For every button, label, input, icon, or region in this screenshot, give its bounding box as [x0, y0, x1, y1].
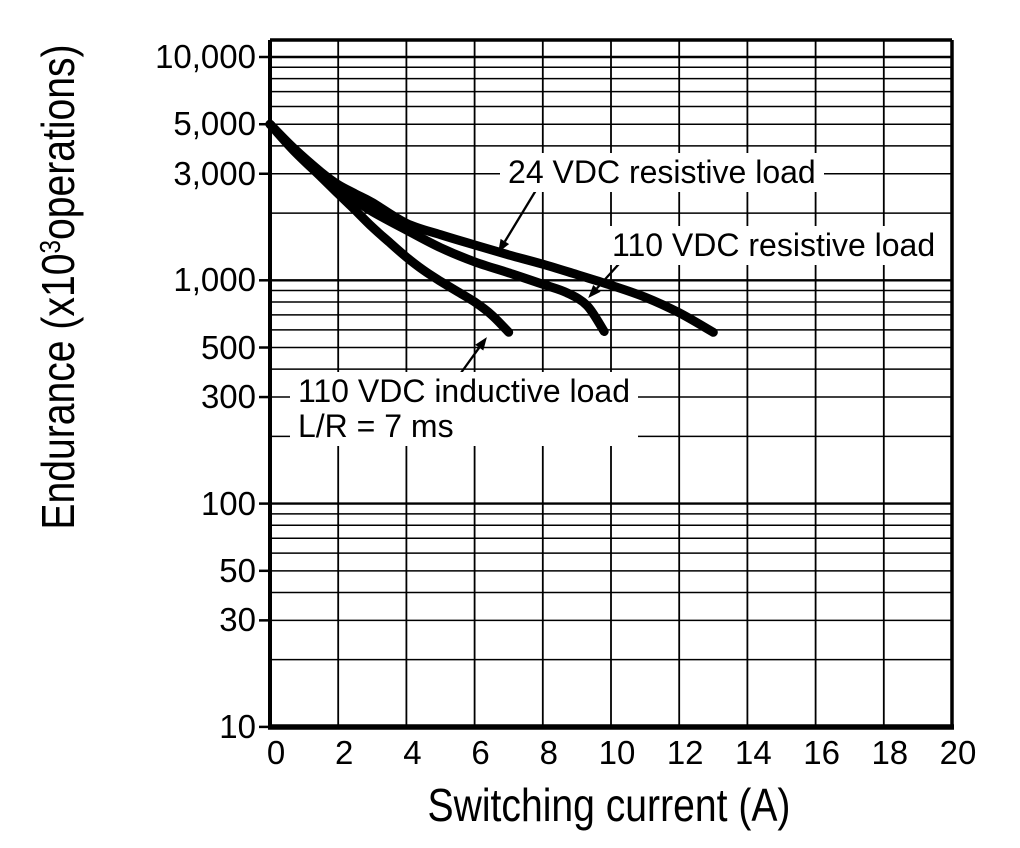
curve-label-line: 110 VDC inductive load: [297, 373, 630, 410]
curve-110-vdc-inductive-load-l-r-7-ms: [265, 119, 514, 337]
x-tick-label-6: 6: [471, 734, 490, 771]
y-axis-title-superscript: 3: [34, 240, 67, 254]
annotation-arrowhead-1: [588, 285, 601, 298]
x-tick-label-4: 4: [403, 734, 422, 771]
annotation-arrowhead-2: [475, 337, 487, 351]
x-tick-label-0: 0: [266, 734, 286, 771]
y-tick-label-100: 100: [200, 484, 256, 522]
y-axis-title: Endurance (x103operations): [31, 44, 85, 529]
y-axis-title-text: Endurance (x10: [32, 253, 84, 530]
annotation-arrowhead-0: [498, 238, 510, 253]
x-tick-label-16: 16: [803, 734, 840, 771]
y-tick-label-5000: 5,000: [173, 105, 256, 143]
y-tick-label-10000: 10,000: [155, 38, 256, 75]
y-tick-label-300: 300: [200, 378, 256, 416]
x-tick-label-18: 18: [871, 734, 909, 771]
x-tick-label-8: 8: [539, 734, 558, 771]
y-tick-label-1000: 1,000: [173, 261, 256, 299]
curve-label-line: L/R = 7 ms: [297, 408, 454, 445]
x-tick-label-2: 2: [335, 734, 354, 771]
y-tick-label-500: 500: [200, 328, 256, 366]
annotation-arrow-line-2: [460, 346, 481, 374]
curve-label-2: 110 VDC inductive load L/R = 7 ms: [289, 372, 638, 447]
x-tick-label-14: 14: [735, 734, 772, 771]
y-tick-label-3000: 3,000: [173, 154, 256, 192]
y-axis-title-text-suffix: operations): [32, 44, 84, 241]
y-tick-label-30: 30: [219, 601, 256, 639]
x-axis-title: Switching current (A): [427, 779, 791, 831]
annotation-arrow-line-0: [503, 188, 538, 243]
x-tick-label-12: 12: [666, 734, 704, 771]
curve-label-0: 24 VDC resistive load: [500, 153, 824, 192]
curve-label-line: 110 VDC resistive load: [612, 226, 936, 263]
x-tick-label-20: 20: [939, 734, 977, 771]
y-tick-label-10: 10: [219, 707, 256, 745]
y-tick-label-50: 50: [219, 551, 256, 589]
curve-label-line: 24 VDC resistive load: [508, 154, 816, 190]
x-tick-label-10: 10: [598, 734, 636, 771]
curve-label-1: 110 VDC resistive load: [604, 225, 944, 265]
